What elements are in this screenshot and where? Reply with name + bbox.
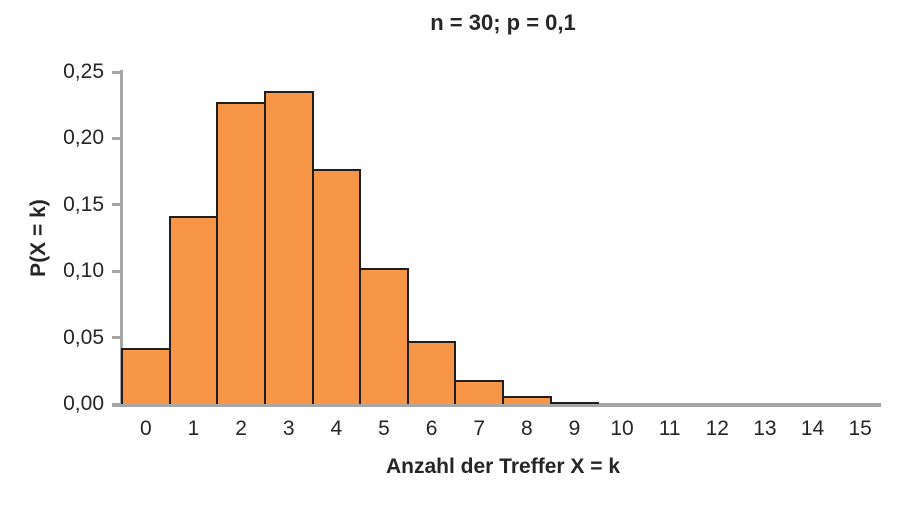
- y-axis-tick-label: 0,00: [63, 392, 104, 415]
- x-axis-tick-label: 8: [520, 417, 533, 440]
- x-axis-tick-label: 14: [800, 417, 825, 440]
- bar-k2: [216, 101, 266, 404]
- y-axis-tick-label: 0,10: [63, 259, 104, 283]
- x-axis-tick-label: 0: [139, 417, 152, 440]
- y-axis-line: [120, 70, 123, 406]
- chart-title: n = 30; p = 0,1: [430, 10, 576, 35]
- bar-k4: [311, 168, 362, 404]
- x-axis-tick-label: 2: [235, 417, 247, 440]
- x-axis-tick-label: 12: [705, 417, 729, 440]
- y-axis-tick-label: 0,15: [63, 192, 104, 216]
- bar-k8: [502, 396, 552, 404]
- plot-area: [121, 72, 884, 404]
- x-axis-tick-label: 11: [658, 417, 681, 440]
- y-axis-tick: [112, 203, 120, 207]
- y-axis-tick-label: 0,20: [63, 126, 104, 150]
- x-axis-tick-label: 15: [848, 417, 872, 440]
- x-axis-title: Anzahl der Treffer X = k: [386, 455, 620, 478]
- x-axis-tick-label: 7: [473, 417, 486, 440]
- x-axis-tick-label: 10: [610, 417, 634, 440]
- y-axis-tick: [112, 269, 120, 273]
- y-axis-tick: [112, 136, 120, 140]
- y-axis-tick: [112, 336, 120, 340]
- x-axis-tick-label: 9: [568, 417, 581, 440]
- x-axis-tick-label: 6: [425, 417, 438, 440]
- bar-k6: [406, 341, 457, 404]
- x-axis-line: [112, 403, 881, 407]
- bar-k3: [263, 90, 314, 404]
- x-axis-tick-label: 13: [753, 417, 777, 440]
- y-axis-tick-label: 0,25: [63, 60, 104, 83]
- bar-k0: [121, 347, 171, 404]
- y-axis-tick: [112, 402, 120, 406]
- bar-k5: [359, 268, 409, 404]
- x-axis-tick-label: 5: [378, 417, 390, 440]
- bar-k9: [549, 401, 600, 404]
- x-axis-tick-label: 4: [330, 417, 343, 440]
- x-axis-tick-label: 3: [282, 417, 295, 440]
- y-axis-tick: [112, 70, 120, 74]
- bar-k7: [454, 380, 504, 404]
- bar-k1: [168, 216, 219, 404]
- y-axis-tick-label: 0,05: [63, 325, 104, 349]
- x-axis-tick-label: 1: [187, 417, 200, 440]
